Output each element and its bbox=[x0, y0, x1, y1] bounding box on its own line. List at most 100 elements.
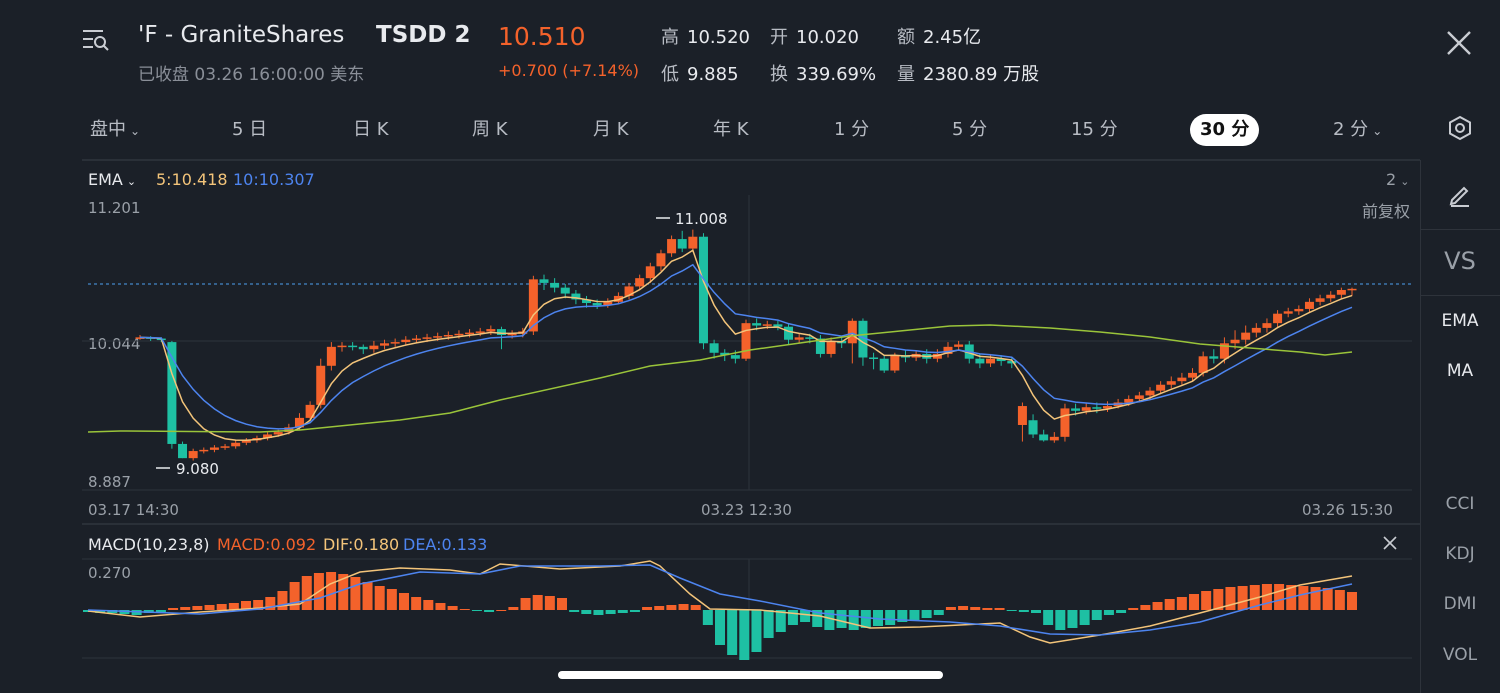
macd-bar bbox=[1310, 587, 1321, 610]
panel-count-selector[interactable]: 2 ⌄ bbox=[1386, 170, 1410, 189]
adjust-mode[interactable]: 前复权 bbox=[1362, 202, 1411, 221]
macd-bar bbox=[642, 607, 653, 610]
tab-5day[interactable]: 5 日 bbox=[232, 119, 268, 140]
chevron-down-icon: ⌄ bbox=[1400, 175, 1410, 188]
sidebar-vol[interactable]: VOL bbox=[1442, 645, 1478, 665]
tab-5min[interactable]: 5 分 bbox=[952, 119, 988, 140]
home-indicator[interactable] bbox=[558, 671, 943, 679]
stock-name: 'F - GraniteShares bbox=[138, 22, 345, 48]
settings-icon[interactable] bbox=[1447, 115, 1473, 141]
candle-body bbox=[1039, 434, 1049, 441]
tab-15min[interactable]: 15 分 bbox=[1071, 119, 1118, 140]
candle-body bbox=[550, 282, 560, 288]
macd-bar bbox=[228, 603, 239, 610]
candle-body bbox=[656, 253, 666, 267]
sidebar-dmi[interactable]: DMI bbox=[1443, 594, 1477, 614]
candle-body bbox=[209, 447, 219, 450]
ema10-line bbox=[139, 263, 1353, 430]
macd-bar bbox=[411, 597, 422, 610]
sidebar-kdj[interactable]: KDJ bbox=[1445, 544, 1475, 564]
candle-body bbox=[380, 343, 390, 346]
edit-pen-icon[interactable] bbox=[1447, 181, 1473, 207]
macd-bar bbox=[386, 589, 397, 610]
candle-body bbox=[996, 358, 1006, 362]
dea-value: DEA:0.133 bbox=[403, 535, 488, 554]
macd-bar bbox=[362, 582, 373, 610]
macd-bar bbox=[131, 610, 142, 615]
macd-bar bbox=[1140, 605, 1151, 610]
sidebar-vs[interactable]: VS bbox=[1444, 247, 1476, 275]
tab-yearly-k[interactable]: 年 K bbox=[713, 119, 749, 140]
sidebar-cci[interactable]: CCI bbox=[1445, 494, 1475, 514]
tab-daily-k[interactable]: 日 K bbox=[353, 119, 389, 140]
candle-body bbox=[1283, 311, 1293, 314]
tab-30min[interactable]: 30 分 bbox=[1190, 114, 1260, 146]
macd-bar bbox=[204, 605, 215, 610]
macd-bar bbox=[1213, 589, 1224, 610]
macd-bar bbox=[581, 610, 592, 614]
macd-bar bbox=[654, 606, 665, 610]
macd-bar bbox=[496, 610, 507, 611]
tab-weekly-k[interactable]: 周 K bbox=[472, 119, 508, 140]
macd-bar bbox=[277, 591, 288, 610]
candle-body bbox=[1209, 356, 1219, 359]
candle-body bbox=[1273, 313, 1283, 324]
stat-turnover: 换 339.69% bbox=[770, 64, 877, 85]
macd-bar bbox=[471, 610, 482, 611]
macd-bar bbox=[751, 610, 762, 652]
tab-intraday[interactable]: 盘中 ⌄ bbox=[90, 119, 141, 140]
macd-bar bbox=[617, 610, 628, 613]
macd-bar bbox=[787, 610, 798, 625]
sidebar-ema[interactable]: EMA bbox=[1441, 311, 1479, 331]
macd-bar bbox=[970, 607, 981, 610]
candle-body bbox=[762, 324, 772, 326]
stock-code: TSDD 2 bbox=[376, 22, 471, 48]
candle-body bbox=[1294, 308, 1304, 312]
x-axis-label-mid: 03.23 12:30 bbox=[701, 501, 792, 519]
tab-1min[interactable]: 1 分 bbox=[834, 119, 870, 140]
candle-body bbox=[284, 427, 294, 433]
macd-bar bbox=[897, 610, 908, 622]
indicator-selector[interactable]: EMA ⌄ bbox=[88, 170, 137, 189]
macd-indicator[interactable]: MACD(10,23,8) bbox=[88, 535, 210, 554]
macd-bar bbox=[727, 610, 738, 655]
macd-bar bbox=[253, 600, 264, 610]
macd-bar bbox=[423, 600, 434, 610]
candle-body bbox=[1188, 372, 1198, 378]
macd-bar bbox=[168, 608, 179, 610]
macd-bar bbox=[1347, 592, 1357, 610]
ema5-value: 5:10.418 bbox=[156, 170, 228, 189]
sidebar-ma[interactable]: MA bbox=[1446, 361, 1474, 381]
close-icon[interactable] bbox=[1445, 29, 1473, 57]
candle-body bbox=[496, 329, 506, 336]
macd-bar bbox=[800, 610, 811, 622]
price-chart[interactable]: 11.008 9.080 bbox=[0, 0, 1420, 693]
candle-body bbox=[582, 299, 592, 304]
macd-bar bbox=[1334, 590, 1345, 610]
macd-bar bbox=[484, 610, 495, 612]
dea-line bbox=[87, 564, 1353, 636]
candle-body bbox=[1198, 356, 1208, 373]
candle-body bbox=[1007, 361, 1017, 364]
candle-body bbox=[815, 338, 825, 354]
candle-body bbox=[241, 440, 251, 443]
candle-body bbox=[167, 342, 177, 444]
candle-body bbox=[316, 365, 326, 405]
close-macd-icon[interactable] bbox=[1383, 535, 1397, 550]
macd-bar bbox=[155, 610, 166, 612]
candle-body bbox=[879, 358, 889, 371]
tab-2min[interactable]: 2 分 ⌄ bbox=[1333, 119, 1383, 140]
menu-search-icon[interactable] bbox=[82, 28, 110, 52]
candle-body bbox=[943, 346, 953, 354]
candle-body bbox=[1134, 395, 1144, 399]
y-axis-top: 11.201 bbox=[88, 199, 141, 217]
macd-bar bbox=[1079, 610, 1090, 625]
candle-body bbox=[475, 331, 485, 333]
candle-body bbox=[369, 345, 379, 350]
candle-body bbox=[954, 344, 964, 347]
macd-bar bbox=[1261, 584, 1272, 610]
macd-bar bbox=[241, 601, 251, 610]
tab-monthly-k[interactable]: 月 K bbox=[593, 119, 629, 140]
macd-bar bbox=[544, 596, 555, 610]
candle-body bbox=[635, 278, 645, 287]
